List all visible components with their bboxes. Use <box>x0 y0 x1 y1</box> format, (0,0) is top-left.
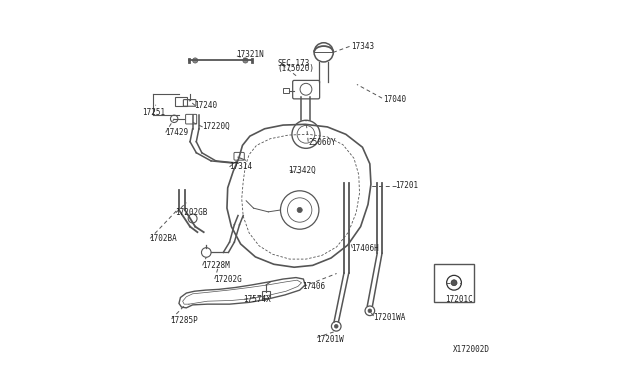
Text: 17429: 17429 <box>165 128 188 137</box>
Text: 17202GB: 17202GB <box>175 208 207 217</box>
Text: 17202G: 17202G <box>214 275 241 283</box>
Circle shape <box>297 208 302 212</box>
Text: 25060Y: 25060Y <box>308 138 336 147</box>
Text: 17343: 17343 <box>351 42 374 51</box>
Text: 17342Q: 17342Q <box>289 166 316 174</box>
Circle shape <box>334 324 338 328</box>
Text: 17285P: 17285P <box>170 315 198 324</box>
Text: 17406: 17406 <box>302 282 325 291</box>
Text: 17228M: 17228M <box>202 261 230 270</box>
Circle shape <box>451 280 457 286</box>
Circle shape <box>368 309 372 312</box>
Text: X172002D: X172002D <box>453 345 490 354</box>
Text: 17314: 17314 <box>229 162 252 171</box>
Text: 1702BA: 1702BA <box>149 234 177 243</box>
Text: 17251: 17251 <box>142 108 165 117</box>
Circle shape <box>193 58 198 63</box>
Text: 17321N: 17321N <box>236 51 264 60</box>
Text: 17220Q: 17220Q <box>202 122 230 131</box>
Text: 17201W: 17201W <box>316 336 344 344</box>
Text: 17574X: 17574X <box>244 295 271 304</box>
Text: 17201WA: 17201WA <box>372 313 405 322</box>
Text: 17240: 17240 <box>195 101 218 110</box>
Text: 17040: 17040 <box>383 96 406 105</box>
Text: 17201: 17201 <box>395 182 418 190</box>
Text: SEC.173: SEC.173 <box>278 58 310 68</box>
Text: 17406H: 17406H <box>351 244 379 253</box>
Circle shape <box>243 58 248 63</box>
Text: (175020): (175020) <box>278 64 314 73</box>
Text: 17201C: 17201C <box>445 295 474 304</box>
